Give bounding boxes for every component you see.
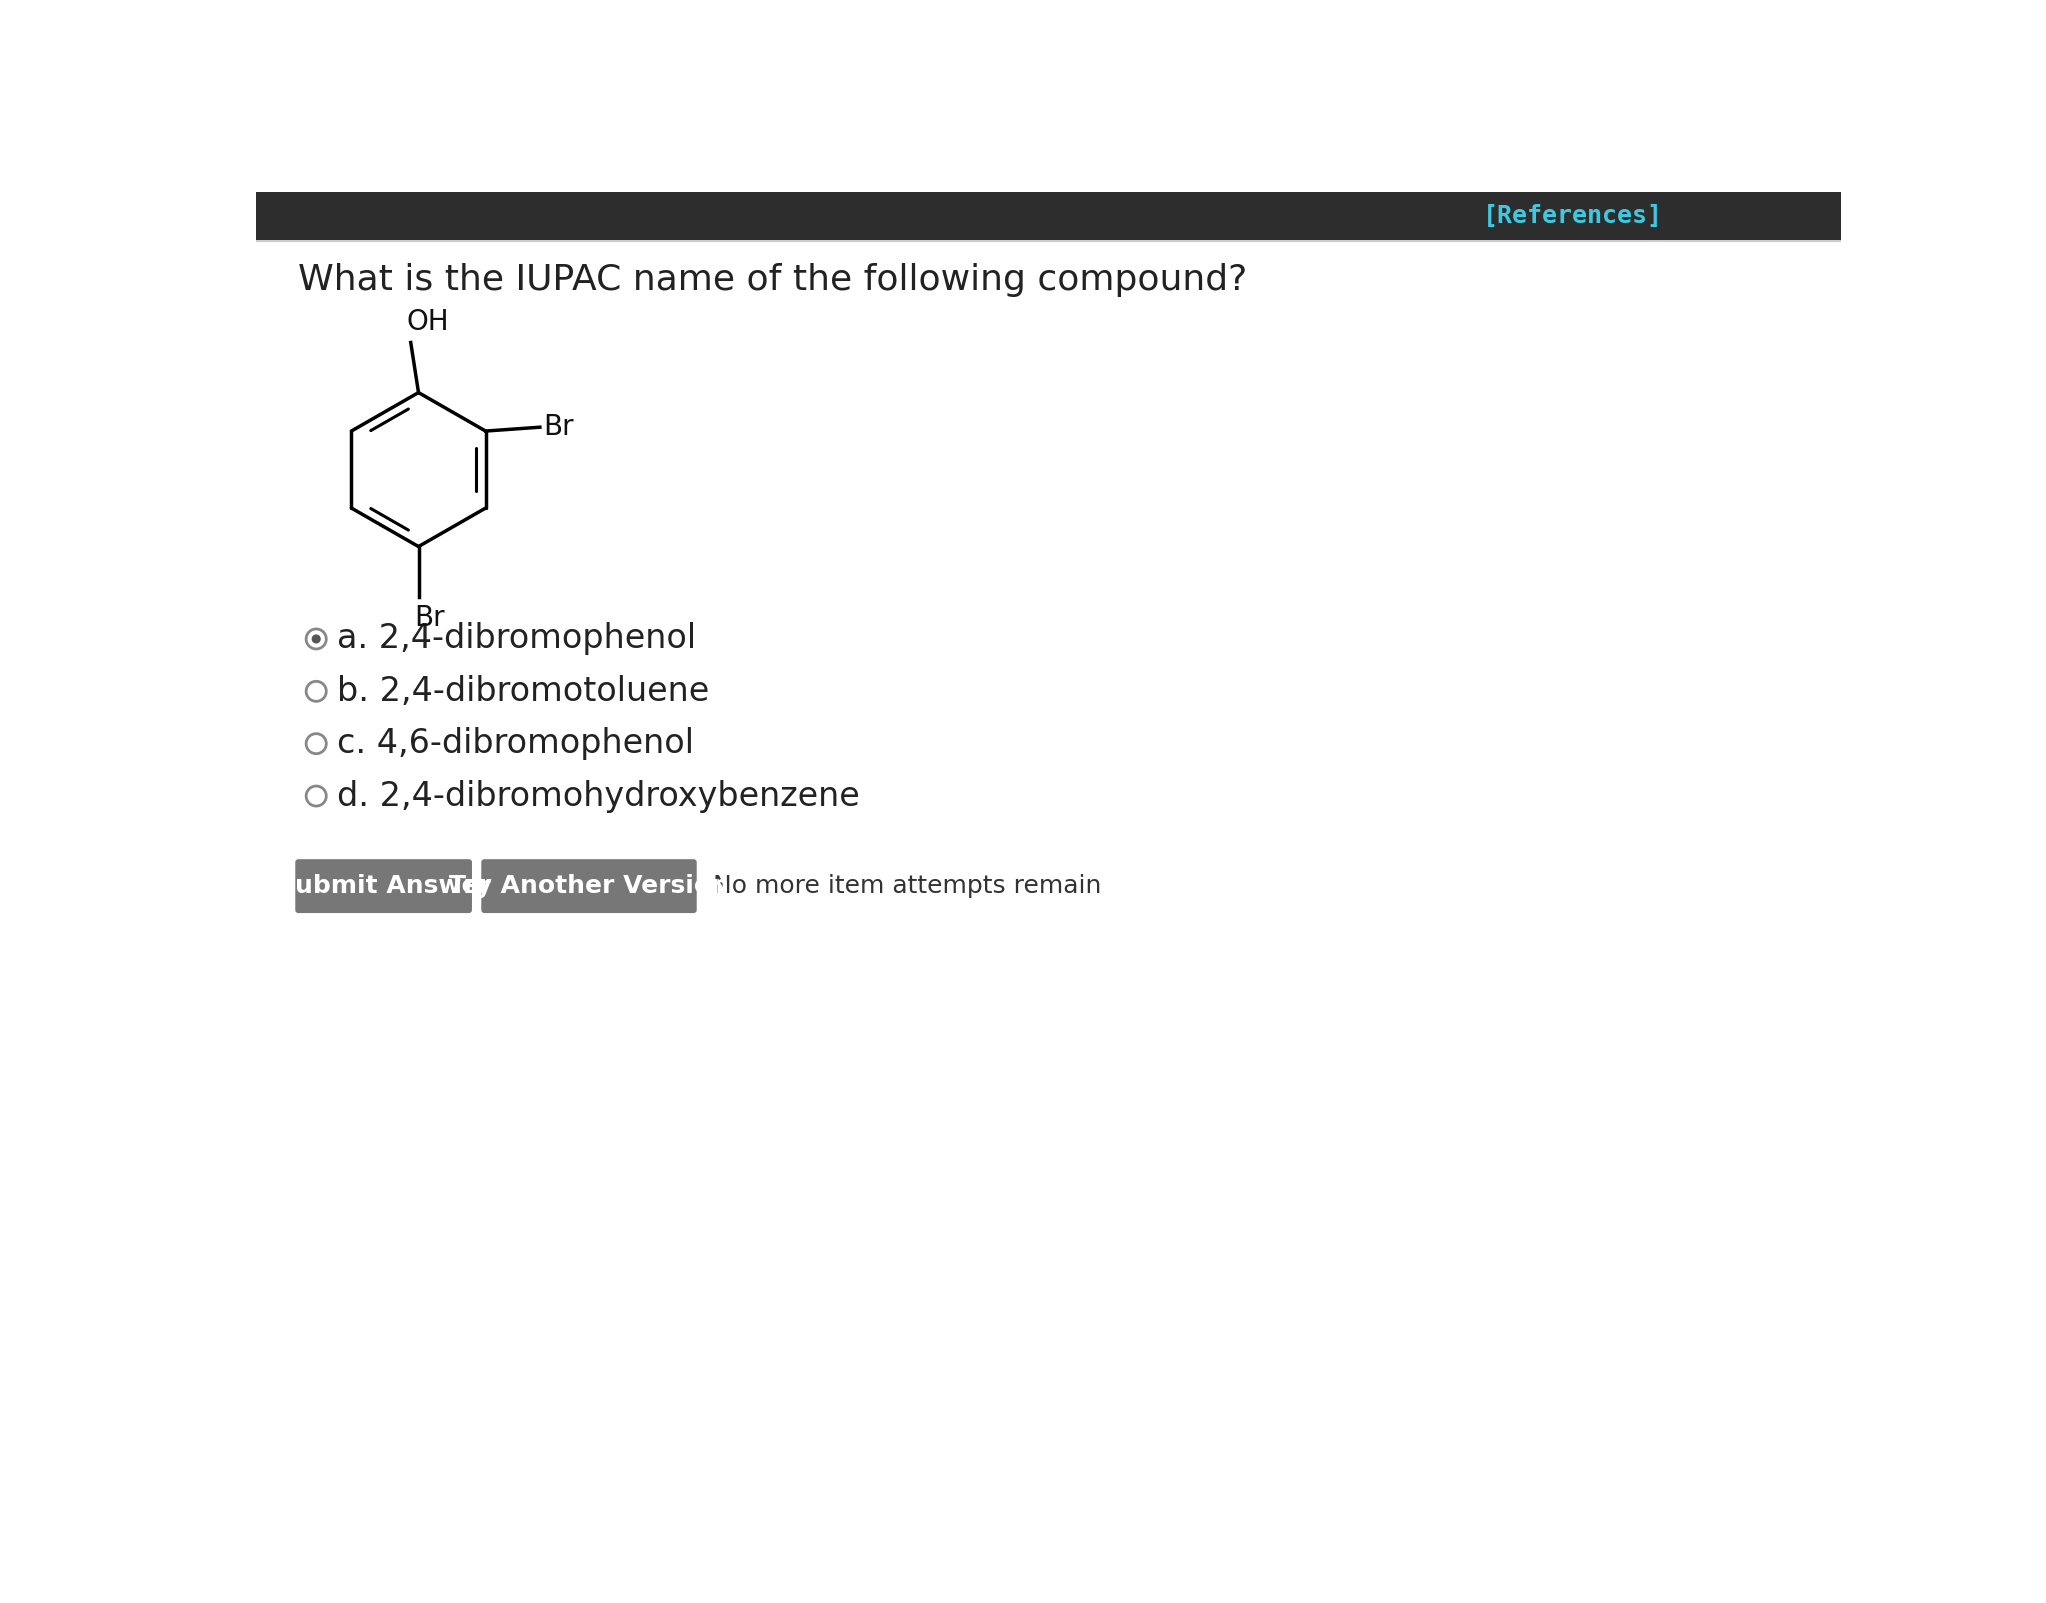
FancyBboxPatch shape [256,192,1841,240]
Text: c. 4,6-dibromophenol: c. 4,6-dibromophenol [338,728,694,760]
Text: Submit Answer: Submit Answer [276,874,491,898]
Circle shape [307,785,325,806]
Text: What is the IUPAC name of the following compound?: What is the IUPAC name of the following … [299,263,1248,297]
Text: Try Another Version: Try Another Version [448,874,728,898]
Circle shape [307,681,325,702]
Circle shape [307,734,325,753]
FancyBboxPatch shape [481,859,698,914]
FancyBboxPatch shape [295,859,473,914]
Text: b. 2,4-dibromotoluene: b. 2,4-dibromotoluene [338,675,710,709]
Text: No more item attempts remain: No more item attempts remain [712,874,1101,898]
Circle shape [307,628,325,649]
Text: d. 2,4-dibromohydroxybenzene: d. 2,4-dibromohydroxybenzene [338,779,859,813]
Circle shape [313,635,319,643]
Text: Br: Br [542,414,573,441]
Text: Br: Br [415,604,446,632]
Text: a. 2,4-dibromophenol: a. 2,4-dibromophenol [338,622,696,656]
Text: [References]: [References] [1483,204,1663,228]
Text: OH: OH [407,308,450,337]
